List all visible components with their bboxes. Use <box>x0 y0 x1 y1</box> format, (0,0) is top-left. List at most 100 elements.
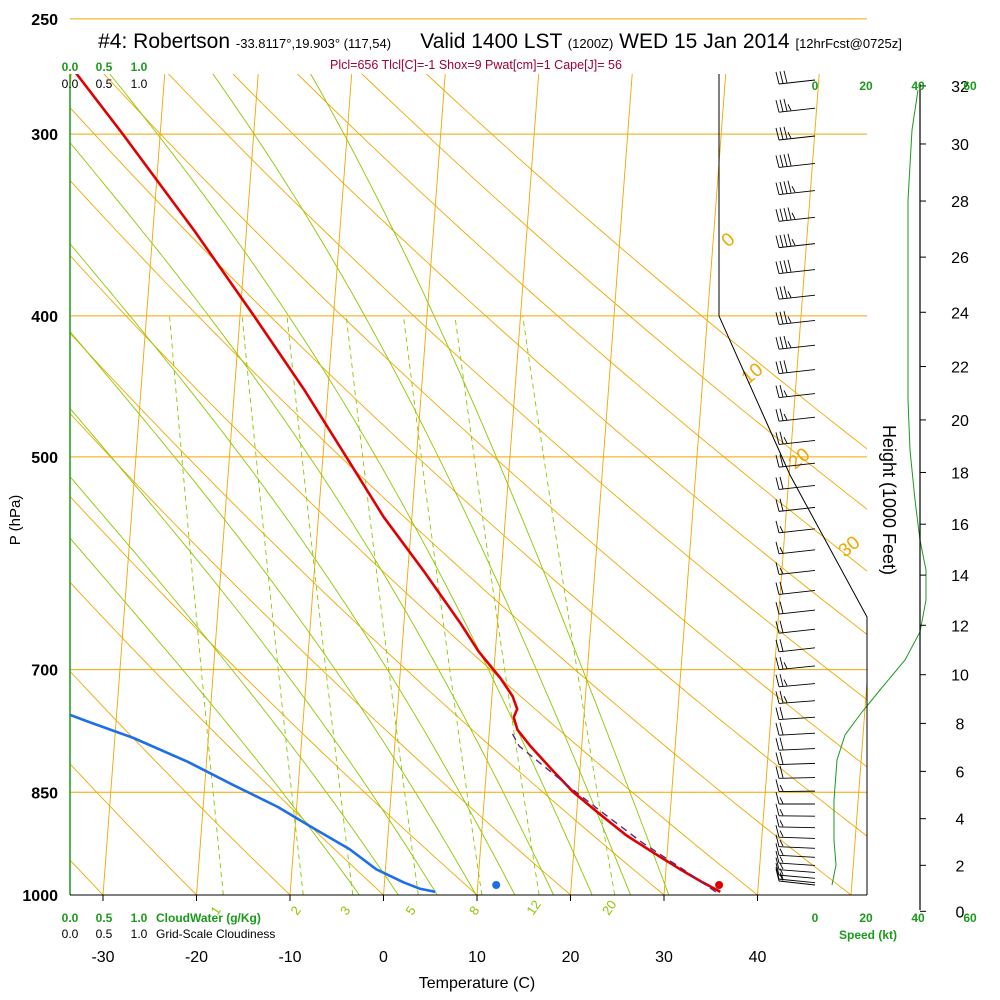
height-tick-label: 10 <box>951 668 969 685</box>
wind-barb-shaft <box>778 462 816 468</box>
wind-barb-feather <box>779 862 784 870</box>
wind-barb-shaft <box>778 344 816 350</box>
isotherm-line <box>476 74 540 895</box>
wind-barb <box>775 233 816 249</box>
wind-barb-feather <box>779 408 784 421</box>
wind-barb-feather <box>791 185 796 193</box>
wind-barb <box>775 850 816 866</box>
isotherm-line <box>383 74 446 895</box>
wind-barb-feather <box>779 311 784 324</box>
page-title: #4: Robertson -33.8117°,19.903° (117,54)… <box>0 30 1000 54</box>
wind-barb-feather <box>775 71 780 85</box>
wind-barb-feather <box>783 260 788 273</box>
wind-barb <box>775 311 816 325</box>
dry-adiabat-line <box>70 254 759 895</box>
wind-barb-feather <box>779 181 784 195</box>
dry-adiabat-line <box>103 74 867 768</box>
wind-barb-feather <box>775 752 780 765</box>
pressure-tick-label: 850 <box>31 785 58 802</box>
cloudwater-tick-top: 1.0 <box>131 60 148 74</box>
surface-dewpoint-marker <box>492 881 501 889</box>
isotherm-line <box>663 74 727 895</box>
wind-barb-feather <box>775 235 780 248</box>
wind-barb-feather <box>779 476 784 489</box>
x-tick-label: -10 <box>278 949 301 966</box>
wind-barb-feather <box>779 71 784 84</box>
wind-barb <box>775 751 816 766</box>
dry-adiabat-line <box>70 106 867 837</box>
wind-barb-feather <box>775 868 780 882</box>
wind-barb-feather <box>783 662 788 669</box>
dry-adiabat-line <box>361 74 867 510</box>
pressure-tick-label: 300 <box>31 127 58 144</box>
wind-barb-shaft <box>778 748 816 751</box>
wind-barb-feather <box>775 209 780 222</box>
wind-barb-feather <box>775 657 780 670</box>
height-tick-label: 2 <box>956 858 965 875</box>
wind-barb <box>775 639 816 653</box>
isotherm-line <box>102 74 166 895</box>
height-tick-label: 18 <box>951 466 969 483</box>
wind-barb-feather <box>783 234 788 247</box>
wind-barb-feather <box>775 867 780 880</box>
wind-barb-feather <box>775 182 780 195</box>
speed-tick-label-top: 60 <box>963 79 977 93</box>
mixing-ratio-label: 12 <box>523 897 544 917</box>
wind-barb <box>775 765 816 779</box>
wind-barb-feather <box>779 722 784 735</box>
wind-barb-shaft <box>778 869 816 873</box>
dry-adiabat-line <box>296 74 867 572</box>
wind-barb-feather <box>775 520 780 533</box>
wind-barb-shaft <box>778 700 816 704</box>
mixing-ratio-label: 20 <box>599 897 620 917</box>
wind-barb-shaft <box>778 190 816 196</box>
wind-barb-shaft <box>778 569 816 575</box>
speed-axis-title: Speed (kt) <box>839 928 897 942</box>
wind-barb <box>775 153 816 168</box>
wind-barb <box>775 722 816 736</box>
wind-barb-feather <box>787 341 792 348</box>
dry-adiabat-line <box>167 74 867 701</box>
wind-barb-shaft <box>778 549 816 555</box>
height-tick-label: 30 <box>951 137 969 154</box>
cloudwater-tick-top: 0.5 <box>96 60 113 74</box>
dry-adiabat-label: 0 <box>718 229 740 252</box>
speed-tick-label-top: 20 <box>859 79 873 93</box>
wind-barb-feather <box>779 286 784 299</box>
pressure-tick-label: 1000 <box>22 888 58 905</box>
dewpoint-trace <box>70 713 436 894</box>
mixing-ratio-line <box>345 315 419 895</box>
wind-barb-shaft <box>778 107 816 113</box>
wind-barb <box>775 285 816 300</box>
wind-barb <box>775 408 816 422</box>
moist-adiabat-line <box>109 74 593 895</box>
wind-barb-feather <box>791 239 796 246</box>
valid-time: Valid 1400 LST <box>420 30 562 53</box>
height-tick-label: 24 <box>951 305 969 322</box>
wind-barb-feather <box>783 413 788 421</box>
wind-barb-feather <box>787 316 792 323</box>
mixing-ratio-line <box>402 315 483 895</box>
wind-barb-feather <box>787 207 792 220</box>
x-axis-title: Temperature (C) <box>419 975 535 992</box>
wind-barb-feather <box>775 723 780 736</box>
wind-barb-feather <box>775 738 780 751</box>
isotherm-line <box>196 74 259 895</box>
wind-barb-feather <box>783 696 788 703</box>
wind-speed-profile <box>831 89 927 886</box>
wind-barb-feather <box>775 562 780 575</box>
wind-barb-feather <box>775 127 780 141</box>
wind-barb-shaft <box>778 439 816 445</box>
cloudiness-tick-top: 1.0 <box>131 77 148 91</box>
wind-barb-feather <box>775 155 780 168</box>
wind-barb-shaft <box>778 683 816 688</box>
wind-barb-feather <box>783 70 788 83</box>
dry-adiabat-line <box>70 332 665 895</box>
pressure-tick-label: 250 <box>31 12 58 29</box>
isotherm-line <box>570 74 633 895</box>
wind-barb-shaft <box>778 862 816 866</box>
wind-barb-shaft <box>778 528 816 534</box>
dry-adiabat-label: 30 <box>835 532 865 562</box>
cloudwater-tick-bottom: 0.5 <box>96 911 113 925</box>
wind-barb-feather <box>779 620 784 633</box>
